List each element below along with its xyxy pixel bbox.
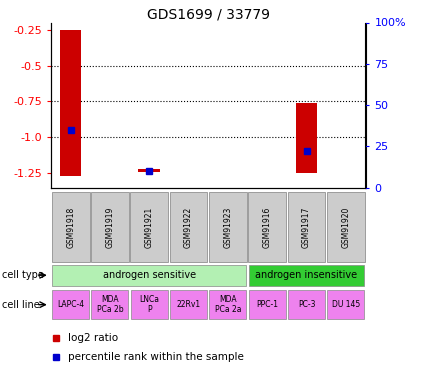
FancyBboxPatch shape	[131, 290, 168, 320]
Text: GSM91919: GSM91919	[105, 206, 114, 248]
FancyBboxPatch shape	[327, 192, 365, 262]
Title: GDS1699 / 33779: GDS1699 / 33779	[147, 8, 270, 21]
Bar	[296, 103, 317, 173]
Text: GSM91918: GSM91918	[66, 206, 75, 248]
FancyBboxPatch shape	[130, 192, 168, 262]
Text: 22Rv1: 22Rv1	[176, 300, 201, 309]
FancyBboxPatch shape	[170, 290, 207, 320]
FancyBboxPatch shape	[210, 290, 246, 320]
Text: GSM91920: GSM91920	[341, 206, 350, 248]
Text: cell line: cell line	[2, 300, 40, 310]
FancyBboxPatch shape	[209, 192, 247, 262]
Bar	[60, 30, 82, 176]
Text: GSM91923: GSM91923	[224, 206, 232, 248]
Bar	[139, 169, 160, 172]
Text: androgen sensitive: androgen sensitive	[103, 270, 196, 280]
Text: PPC-1: PPC-1	[256, 300, 278, 309]
Text: GSM91916: GSM91916	[263, 206, 272, 248]
FancyBboxPatch shape	[91, 290, 128, 320]
Text: MDA
PCa 2b: MDA PCa 2b	[96, 295, 123, 314]
FancyBboxPatch shape	[249, 265, 364, 286]
Text: PC-3: PC-3	[298, 300, 315, 309]
FancyBboxPatch shape	[248, 192, 286, 262]
Text: androgen insensitive: androgen insensitive	[255, 270, 357, 280]
Text: DU 145: DU 145	[332, 300, 360, 309]
Text: LAPC-4: LAPC-4	[57, 300, 84, 309]
FancyBboxPatch shape	[91, 192, 129, 262]
FancyBboxPatch shape	[52, 265, 246, 286]
FancyBboxPatch shape	[327, 290, 364, 320]
FancyBboxPatch shape	[288, 290, 325, 320]
Text: GSM91922: GSM91922	[184, 206, 193, 248]
FancyBboxPatch shape	[249, 290, 286, 320]
Text: percentile rank within the sample: percentile rank within the sample	[68, 352, 244, 362]
Text: LNCa
P: LNCa P	[139, 295, 159, 314]
Text: MDA
PCa 2a: MDA PCa 2a	[215, 295, 241, 314]
Text: cell type: cell type	[2, 270, 44, 280]
FancyBboxPatch shape	[288, 192, 326, 262]
Text: GSM91921: GSM91921	[145, 206, 154, 248]
FancyBboxPatch shape	[170, 192, 207, 262]
FancyBboxPatch shape	[52, 290, 89, 320]
Text: GSM91917: GSM91917	[302, 206, 311, 248]
FancyBboxPatch shape	[52, 192, 90, 262]
Text: log2 ratio: log2 ratio	[68, 333, 119, 343]
